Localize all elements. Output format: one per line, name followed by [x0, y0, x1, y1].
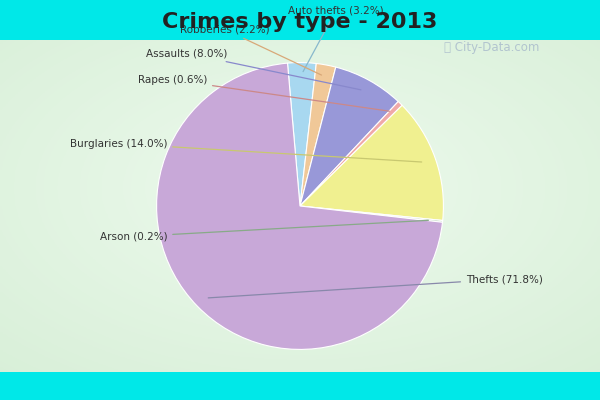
Wedge shape — [300, 67, 398, 206]
Text: Rapes (0.6%): Rapes (0.6%) — [137, 75, 389, 111]
Wedge shape — [287, 62, 316, 206]
Text: ⓘ City-Data.com: ⓘ City-Data.com — [445, 42, 539, 54]
Text: Arson (0.2%): Arson (0.2%) — [100, 220, 428, 242]
Text: Crimes by type - 2013: Crimes by type - 2013 — [163, 12, 437, 32]
Wedge shape — [300, 102, 402, 206]
Text: Burglaries (14.0%): Burglaries (14.0%) — [70, 138, 422, 162]
Wedge shape — [157, 63, 442, 350]
Wedge shape — [300, 105, 443, 220]
Wedge shape — [300, 206, 443, 222]
Text: Auto thefts (3.2%): Auto thefts (3.2%) — [288, 6, 383, 72]
Text: Thefts (71.8%): Thefts (71.8%) — [208, 274, 543, 298]
Text: Robberies (2.2%): Robberies (2.2%) — [180, 24, 322, 75]
Wedge shape — [300, 64, 336, 206]
Text: Assaults (8.0%): Assaults (8.0%) — [146, 48, 361, 90]
